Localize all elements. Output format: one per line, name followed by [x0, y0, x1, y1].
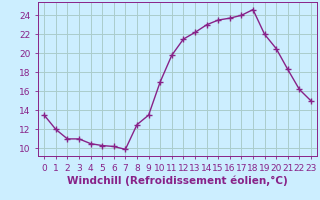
- X-axis label: Windchill (Refroidissement éolien,°C): Windchill (Refroidissement éolien,°C): [67, 175, 288, 186]
